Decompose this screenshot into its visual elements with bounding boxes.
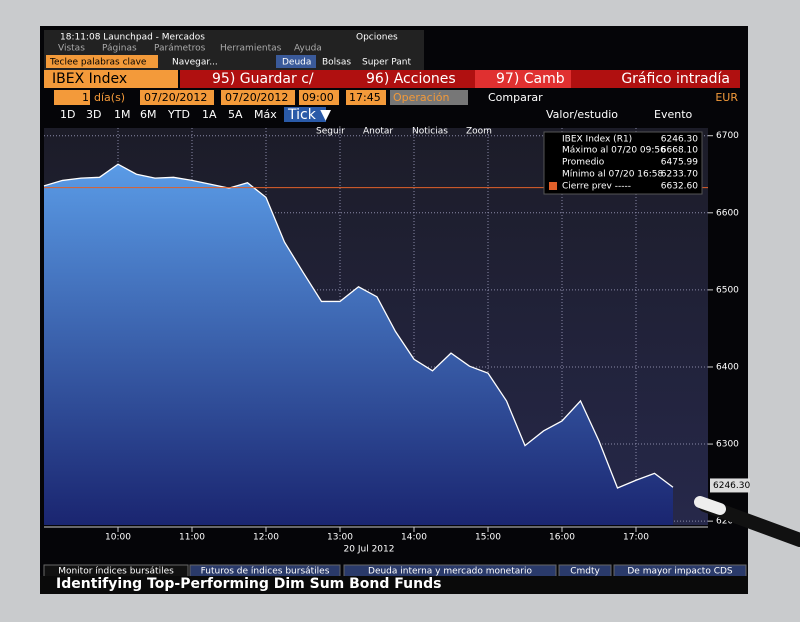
menu-item[interactable]: Herramientas: [220, 44, 282, 54]
ticker-bg: [40, 576, 748, 594]
line: [43, 163, 674, 489]
range[interactable]: 1M: [114, 108, 131, 121]
window-title: 18:11:08 Launchpad - Mercados: [60, 33, 205, 43]
ranges: 1D 3D 1M 6M YTD 1A 5A Máx: [60, 108, 277, 121]
interval[interactable]: Tick ▼: [287, 107, 331, 123]
tool[interactable]: Zoom: [466, 127, 492, 137]
tool[interactable]: Noticias: [412, 127, 448, 137]
input[interactable]: [346, 90, 386, 105]
area: [44, 164, 673, 525]
legend-value: 6233.70: [661, 170, 698, 180]
y-tick-label: 6700: [716, 131, 739, 141]
footer: Monitor índices bursátiles Futuros de índ…: [43, 564, 747, 578]
tool[interactable]: Seguir: [316, 127, 345, 137]
button[interactable]: 96) Acciones: [366, 71, 456, 87]
x-tick-label: 12:00: [253, 533, 279, 543]
options[interactable]: Opciones: [356, 33, 398, 43]
input[interactable]: [54, 90, 90, 105]
tab[interactable]: Deuda: [282, 58, 311, 68]
x-axis-title: 20 Jul 2012: [344, 545, 395, 555]
start-date[interactable]: 07/20/2012: [144, 91, 207, 104]
x-tick-label: 15:00: [475, 533, 501, 543]
last-price-tag: [710, 478, 750, 493]
search-box[interactable]: [46, 55, 158, 68]
x-tick-label: 13:00: [327, 533, 353, 543]
x-tick-label: 11:00: [179, 533, 205, 543]
study[interactable]: Valor/estudio: [546, 108, 618, 121]
legend-label: Mínimo al 07/20 16:58: [562, 170, 663, 180]
legend-value: 6632.60: [661, 182, 698, 192]
legend-label: Máximo al 07/20 09:56: [562, 146, 666, 156]
start-time[interactable]: 09:00: [302, 91, 334, 104]
y-tick-label: 6400: [716, 362, 739, 372]
legend-label: Cierre prev -----: [562, 182, 631, 192]
view-title: Gráfico intradía: [621, 71, 730, 87]
y-tick-label: 6300: [716, 440, 739, 450]
menu-item[interactable]: Vistas: [58, 44, 85, 54]
pen-tip: [694, 496, 726, 515]
range[interactable]: 3D: [86, 108, 101, 121]
footer-tab[interactable]: Monitor índices bursátiles: [58, 567, 174, 577]
search[interactable]: Teclee palabras clave: [49, 58, 147, 68]
mode[interactable]: Operación: [393, 91, 450, 104]
range[interactable]: Máx: [254, 108, 277, 121]
footer-tab[interactable]: Deuda interna y mercado monetario: [368, 567, 532, 577]
legend: [543, 131, 703, 195]
security[interactable]: IBEX Index: [52, 71, 127, 87]
tab[interactable]: Bolsas: [322, 58, 351, 68]
x-tick-label: 16:00: [549, 533, 575, 543]
end-time[interactable]: 17:45: [349, 91, 381, 104]
button-bg: [475, 70, 571, 88]
input[interactable]: [221, 90, 295, 105]
range[interactable]: 1A: [202, 108, 217, 121]
footer-tab[interactable]: De mayor impacto CDS: [627, 567, 733, 577]
x-tick-label: 17:00: [623, 533, 649, 543]
tab-bg: [276, 55, 316, 68]
period-count[interactable]: 1: [82, 91, 89, 104]
legend-value: 6246.30: [661, 135, 698, 145]
menu-item[interactable]: Parámetros: [154, 44, 206, 54]
legend-label: IBEX Index (R1): [562, 135, 632, 145]
last-price-label: 6246.30: [713, 481, 750, 491]
legend-value: 6475.99: [661, 158, 698, 168]
input[interactable]: [299, 90, 339, 105]
menu-item[interactable]: Páginas: [102, 44, 137, 54]
range[interactable]: 6M: [140, 108, 157, 121]
toolbar-bg: [180, 70, 740, 88]
button[interactable]: 95) Guardar c/: [212, 71, 314, 87]
footer-tab[interactable]: Cmdty: [570, 567, 600, 577]
dropdown[interactable]: [390, 90, 468, 105]
y-tick-label: 6600: [716, 208, 739, 218]
event[interactable]: Evento: [654, 108, 693, 121]
range[interactable]: 1D: [60, 108, 75, 121]
x-tick-label: 10:00: [105, 533, 131, 543]
legend-swatch: [549, 182, 557, 190]
y-tick-label: 6200: [716, 517, 739, 527]
navigate[interactable]: Navegar...: [172, 58, 218, 68]
range[interactable]: YTD: [167, 108, 190, 121]
menu-item[interactable]: Ayuda: [294, 44, 322, 54]
compare[interactable]: Comparar: [488, 91, 543, 104]
ticker: Identifying Top-Performing Dim Sum Bond …: [56, 576, 441, 592]
input[interactable]: [140, 90, 214, 105]
interval-bg: [284, 107, 326, 122]
tool[interactable]: Anotar: [363, 127, 393, 137]
security-box[interactable]: [44, 70, 178, 88]
period-unit: día(s): [94, 91, 125, 104]
currency: EUR: [715, 91, 738, 104]
range[interactable]: 5A: [228, 108, 243, 121]
y-tick-label: 6500: [716, 285, 739, 295]
tab[interactable]: Super Pant: [362, 58, 411, 68]
x-tick-label: 14:00: [401, 533, 427, 543]
legend-label: Promedio: [562, 158, 605, 168]
legend-value: 6668.10: [661, 146, 698, 156]
chart: 6200 6300 6400 6500 6600 6700 10:00 11:00 12:00 1…: [43, 128, 750, 543]
footer-tab[interactable]: Futuros de índices bursátiles: [201, 567, 330, 577]
end-date[interactable]: 07/20/2012: [225, 91, 288, 104]
button[interactable]: 97) Camb: [496, 71, 565, 87]
